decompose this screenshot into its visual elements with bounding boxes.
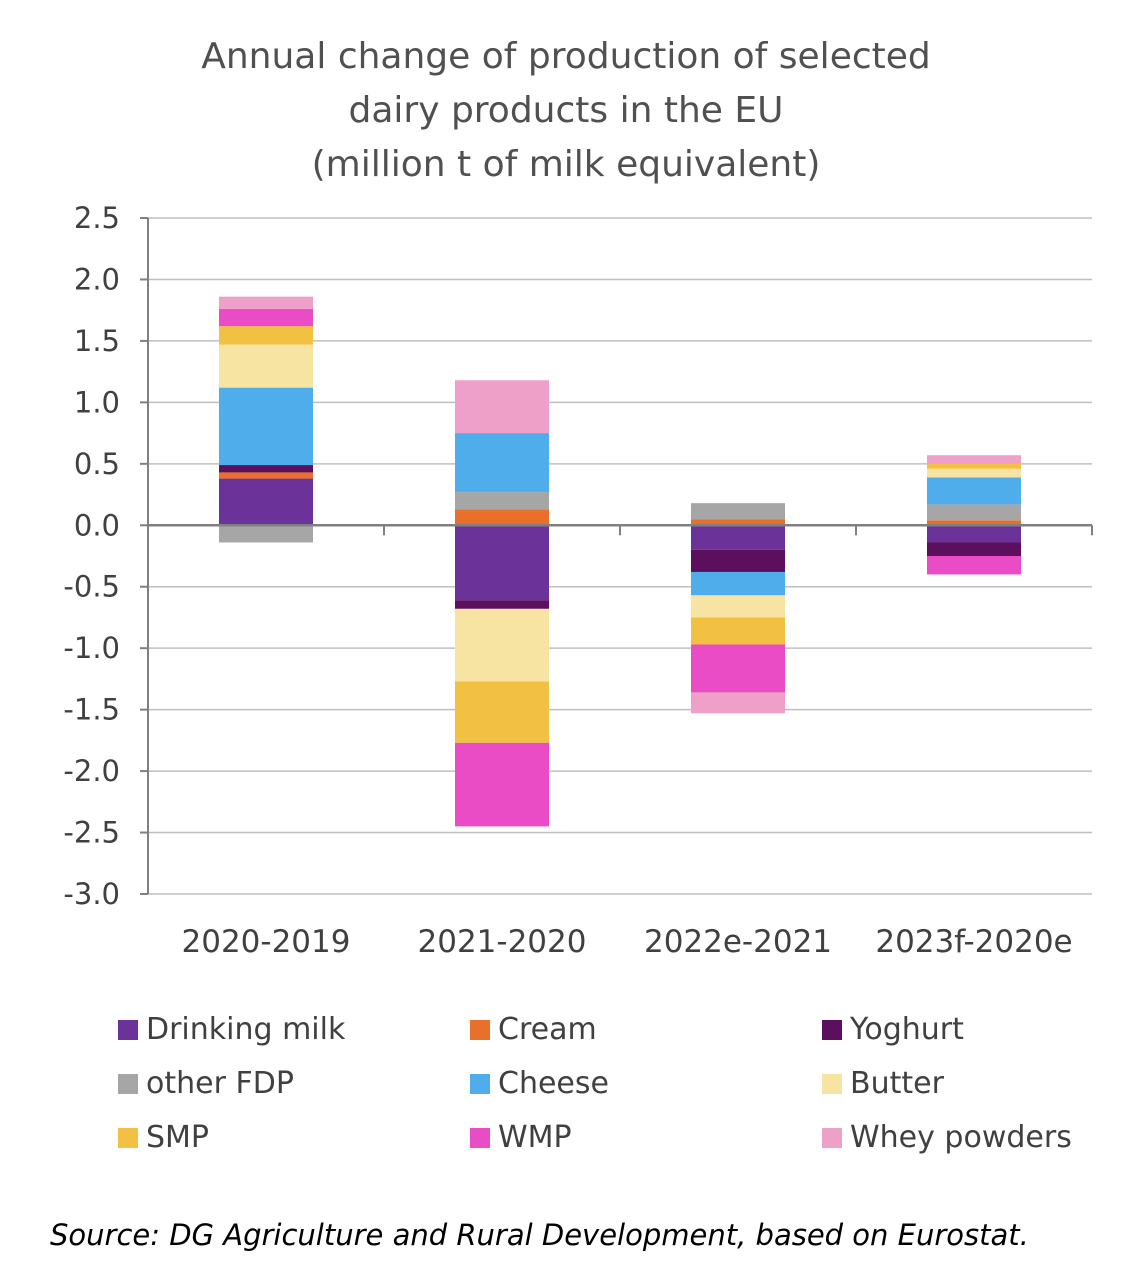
y-tick-labels: 2.5 2.0 1.5 1.0 0.5 0.0 -0.5 -1.0 -1.5 -2.0 -2.5 -3… (63, 201, 120, 911)
bar-segment-wmp-3 (691, 644, 785, 693)
legend-swatch (118, 1127, 138, 1148)
legend-item-cream: Cream (470, 1012, 597, 1047)
legend-item-smp: SMP (118, 1120, 209, 1155)
bar-segment-wmp-4 (927, 556, 1021, 575)
bar-segment-yoghurt-3 (691, 549, 785, 572)
y-tick-label: -0.5 (63, 570, 120, 604)
legend-swatch (822, 1073, 842, 1094)
bar-segment-whey-powders-1 (219, 296, 313, 309)
legend-swatch (470, 1127, 490, 1148)
bar-segment-whey-powders-3 (691, 692, 785, 714)
source-note: Source: DG Agriculture and Rural Develop… (50, 1218, 1029, 1252)
legend-label: Drinking milk (146, 1012, 346, 1047)
x-tick-label: 2021-2020 (418, 924, 587, 960)
bar-segment-drinking-milk-4 (927, 525, 1021, 543)
legend-swatch (118, 1073, 138, 1094)
bar-segment-butter-2 (455, 608, 549, 682)
legend-label: other FDP (146, 1066, 294, 1101)
legend-label: Yoghurt (850, 1012, 964, 1047)
legend-item-drinking-milk: Drinking milk (118, 1012, 345, 1047)
bar-segment-drinking-milk-1 (219, 478, 313, 526)
legend-item-yoghurt: Yoghurt (822, 1012, 964, 1047)
chart-title-line-1: Annual change of production of selected (201, 36, 931, 77)
bar-segment-smp-3 (691, 617, 785, 645)
bar-segment-drinking-milk-3 (691, 525, 785, 550)
y-tick-label: 2.5 (74, 201, 120, 235)
legend-swatch (822, 1019, 842, 1040)
bar-segment-cream-3 (691, 519, 785, 526)
y-tick-label: 0.0 (74, 508, 120, 542)
y-tick-label: -1.5 (63, 693, 120, 727)
bar-segment-other-fdp-1 (219, 525, 313, 543)
bar-segment-cheese-1 (219, 387, 313, 466)
y-tick-label: 1.0 (74, 385, 120, 419)
legend-swatch (822, 1127, 842, 1148)
y-tick-label: 2.0 (74, 262, 120, 296)
legend-label: WMP (498, 1120, 572, 1155)
bars (219, 296, 1021, 827)
bar-segment-whey-powders-4 (927, 455, 1021, 464)
legend-swatch (470, 1019, 490, 1040)
legend-label: Cheese (498, 1066, 609, 1101)
x-tick-label: 2023f-2020e (875, 924, 1072, 960)
x-tick-labels: 2020-2019 2021-2020 2022e-2021 2023f-2020e (182, 924, 1073, 960)
bar-segment-wmp-1 (219, 308, 313, 327)
bar-segment-cream-4 (927, 520, 1021, 526)
bar-segment-whey-powders-2 (455, 380, 549, 434)
bar-segment-other-fdp-3 (691, 503, 785, 520)
bar-segment-wmp-2 (455, 742, 549, 827)
y-tick-label: -1.0 (63, 631, 120, 665)
legend-label: Cream (498, 1012, 597, 1047)
bar-segment-butter-3 (691, 595, 785, 618)
legend-label: Whey powders (850, 1120, 1072, 1155)
y-tick-label: -2.5 (63, 816, 120, 850)
legend-swatch (470, 1073, 490, 1094)
legend-swatch (118, 1019, 138, 1040)
bar-segment-butter-4 (927, 468, 1021, 478)
bar-segment-yoghurt-4 (927, 542, 1021, 556)
legend-item-other-fdp: other FDP (118, 1066, 294, 1101)
bar-segment-cheese-3 (691, 571, 785, 596)
chart-title: Annual change of production of selected … (0, 30, 1132, 192)
chart-plot: 2.5 2.0 1.5 1.0 0.5 0.0 -0.5 -1.0 -1.5 -2.0 -2.5 -3… (63, 201, 1093, 960)
bar-segment-butter-1 (219, 344, 313, 388)
bar-segment-cream-1 (219, 472, 313, 479)
bar-segment-yoghurt-1 (219, 465, 313, 473)
y-tick-label: -3.0 (63, 877, 120, 911)
y-tick-label: 0.5 (74, 447, 120, 481)
legend-item-cheese: Cheese (470, 1066, 609, 1101)
bar-segment-other-fdp-4 (927, 504, 1021, 521)
bar-segment-cream-2 (455, 509, 549, 526)
y-tick-label: 1.5 (74, 324, 120, 358)
bar-segment-cheese-4 (927, 477, 1021, 505)
bar-segment-cheese-2 (455, 433, 549, 493)
y-tick-label: -2.0 (63, 754, 120, 788)
bar-segment-yoghurt-2 (455, 600, 549, 609)
chart-title-line-2: dairy products in the EU (348, 90, 784, 131)
chart-title-line-3: (million t of milk equivalent) (311, 144, 821, 185)
legend-label: Butter (850, 1066, 944, 1101)
legend-item-whey-powders: Whey powders (822, 1120, 1072, 1155)
x-tick-label: 2020-2019 (182, 924, 351, 960)
axes (140, 217, 1093, 895)
legend-label: SMP (146, 1120, 210, 1155)
bar-segment-drinking-milk-2 (455, 525, 549, 601)
legend-item-butter: Butter (822, 1066, 944, 1101)
bar-segment-smp-1 (219, 326, 313, 345)
bar-segment-smp-4 (927, 463, 1021, 469)
legend-item-wmp: WMP (470, 1120, 572, 1155)
bar-segment-other-fdp-2 (455, 492, 549, 510)
bar-segment-smp-2 (455, 681, 549, 743)
x-tick-label: 2022e-2021 (644, 924, 832, 960)
